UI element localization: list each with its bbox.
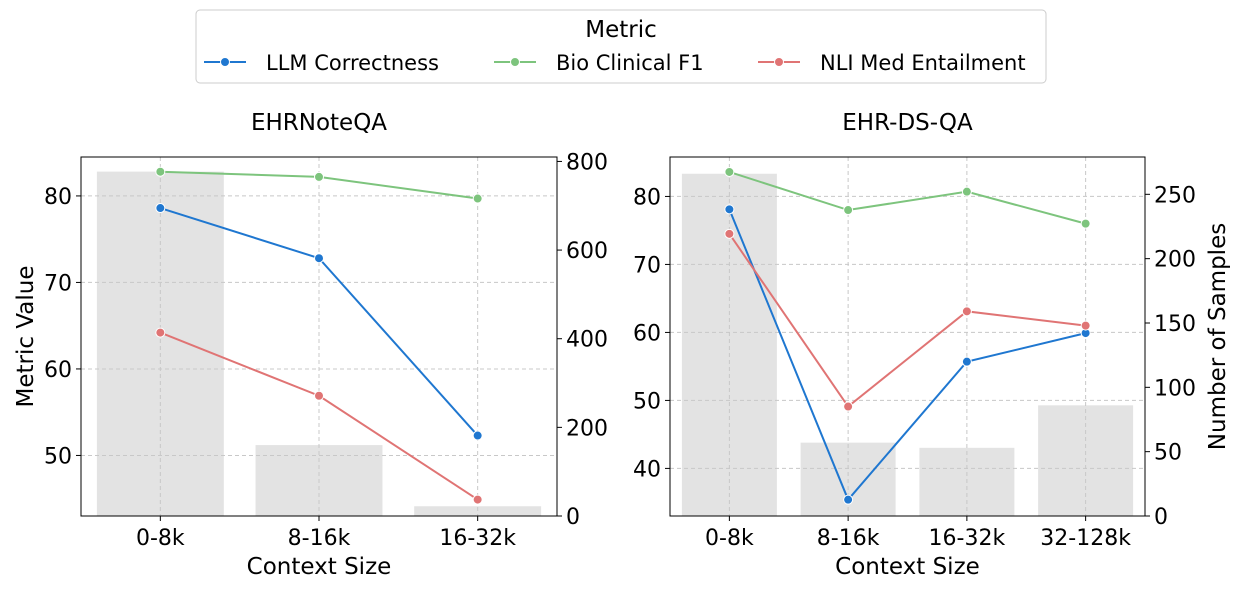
- data-point-bio-clinical-f1-8-16k: [314, 171, 324, 182]
- plot-frame: [669, 156, 1146, 517]
- y-axis-label: Metric Value: [13, 266, 39, 408]
- data-point-bio-clinical-f1-32-128k: [1080, 218, 1091, 229]
- y-tick-label: 50: [44, 444, 72, 469]
- data-point-bio-clinical-f1-8-16k: [843, 205, 854, 216]
- x-axis-label: Context Size: [835, 554, 980, 580]
- y2-tick-label: 200: [1154, 248, 1196, 273]
- sample-count-bar-0-8k: [681, 173, 777, 516]
- y2-axis-label: Number of Samples: [1205, 223, 1231, 450]
- y2-tick-label: 200: [566, 416, 608, 441]
- data-point-bio-clinical-f1-0-8k: [724, 166, 735, 177]
- data-point-llm-correctness-0-8k: [724, 204, 735, 215]
- x-tick-label: 0-8k: [136, 526, 185, 551]
- legend-label: NLI Med Entailment: [820, 51, 1026, 75]
- legend-frame: [195, 9, 1047, 84]
- legend-swatch-marker: [510, 57, 520, 67]
- y-tick-label: 80: [633, 185, 661, 210]
- legend-label: Bio Clinical F1: [556, 51, 704, 75]
- data-point-llm-correctness-8-16k: [843, 494, 854, 505]
- y2-tick-label: 250: [1154, 183, 1196, 208]
- data-point-llm-correctness-8-16k: [314, 253, 324, 264]
- y-tick-label: 60: [44, 358, 72, 383]
- legend-entry-bio-clinical-f1: Bio Clinical F1: [494, 51, 704, 75]
- data-point-bio-clinical-f1-16-32k: [961, 186, 972, 197]
- x-tick-label: 8-16k: [817, 526, 880, 551]
- y2-tick-label: 50: [1154, 441, 1182, 466]
- sample-count-bar-16-32k: [414, 506, 542, 516]
- data-point-llm-correctness-16-32k: [472, 430, 483, 441]
- y-tick-label: 70: [44, 271, 72, 296]
- legend-title: Metric: [585, 17, 657, 43]
- x-axis-label: Context Size: [247, 554, 392, 580]
- data-point-nli-med-entailment-16-32k: [472, 494, 483, 505]
- y-tick-label: 40: [633, 457, 661, 482]
- data-point-llm-correctness-0-8k: [155, 203, 166, 214]
- y2-tick-label: 400: [566, 328, 608, 353]
- x-tick-label: 0-8k: [705, 526, 754, 551]
- x-tick-label: 32-128k: [1040, 526, 1131, 551]
- y-tick-label: 50: [633, 389, 661, 414]
- y-tick-label: 70: [633, 253, 661, 278]
- data-point-nli-med-entailment-8-16k: [843, 401, 854, 412]
- y2-tick-label: 150: [1154, 312, 1196, 337]
- data-point-nli-med-entailment-8-16k: [314, 390, 324, 401]
- panel-title: EHR-DS-QA: [842, 110, 973, 136]
- x-tick-label: 16-32k: [929, 526, 1006, 551]
- legend: Metric LLM Correctness Bio Clinical F1 N…: [195, 9, 1047, 84]
- y2-tick-label: 800: [566, 150, 608, 175]
- data-point-nli-med-entailment-16-32k: [961, 306, 972, 317]
- series-line-llm-correctness: [728, 208, 1086, 502]
- x-tick-label: 8-16k: [288, 526, 351, 551]
- legend-label: LLM Correctness: [266, 51, 439, 75]
- panel-ehr-ds-qa: 40 50 60 70 80 0 50 100 150 200 250 0-8k 8-16k 16-32k…: [633, 110, 1231, 580]
- series-line-bio-clinical-f1: [729, 171, 1086, 225]
- x-tick-label: 16-32k: [439, 526, 516, 551]
- y2-tick-label: 100: [1154, 376, 1196, 401]
- legend-entry-llm-correctness: LLM Correctness: [204, 51, 439, 75]
- data-point-nli-med-entailment-32-128k: [1080, 320, 1091, 331]
- y-tick-label: 60: [633, 321, 661, 346]
- y2-tick-label: 0: [1154, 505, 1168, 530]
- data-point-llm-correctness-16-32k: [961, 356, 972, 367]
- data-point-bio-clinical-f1-16-32k: [472, 193, 483, 204]
- data-point-nli-med-entailment-0-8k: [724, 228, 735, 239]
- legend-entry-nli-med-entailment: NLI Med Entailment: [758, 51, 1026, 75]
- series-line-nli-med-entailment: [728, 233, 1086, 408]
- y-tick-label: 80: [44, 185, 72, 210]
- y2-tick-label: 0: [566, 505, 580, 530]
- panel-title: EHRNoteQA: [251, 110, 387, 136]
- data-point-bio-clinical-f1-0-8k: [155, 166, 166, 177]
- legend-swatch-marker: [220, 57, 230, 67]
- legend-swatch-marker: [774, 57, 784, 67]
- data-point-nli-med-entailment-0-8k: [155, 327, 166, 338]
- y2-tick-label: 600: [566, 239, 608, 264]
